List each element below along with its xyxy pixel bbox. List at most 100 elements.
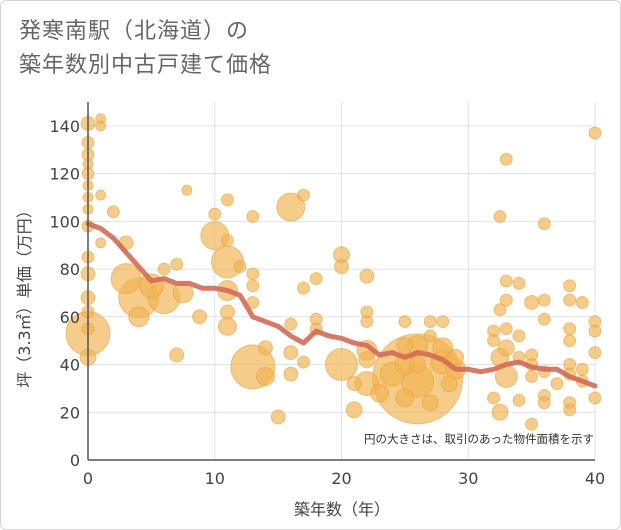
data-bubble [110,263,142,295]
data-bubble [255,366,275,386]
data-bubble [181,184,193,196]
data-bubble [95,189,107,201]
data-bubble [423,315,437,329]
data-bubble [398,315,412,329]
data-bubble [157,262,171,276]
y-tick-label: 20 [60,403,80,422]
data-bubble [447,348,465,366]
data-bubble [396,336,414,354]
x-tick-label: 20 [331,469,351,488]
data-bubble [563,403,577,417]
data-bubble [246,279,260,293]
data-bubble [588,324,602,338]
data-bubble [360,315,374,329]
data-bubble [246,267,260,281]
data-bubble [346,376,362,392]
x-tick-label: 30 [458,469,478,488]
data-bubble [370,383,390,403]
data-bubble [220,233,234,247]
data-bubble [537,312,551,326]
data-bubble [563,334,577,348]
data-bubble [491,403,509,421]
data-bubble [220,193,234,207]
data-bubble [95,120,107,132]
data-bubble [499,152,513,166]
data-bubble [493,210,507,224]
data-bubble [487,334,501,348]
data-bubble [512,276,526,290]
y-tick-label: 120 [49,165,80,184]
data-bubble [563,322,577,336]
data-bubble [421,394,439,412]
x-tick-label: 0 [83,469,93,488]
data-bubble [493,303,507,317]
data-bubble [537,396,551,410]
data-bubble [588,346,602,360]
data-bubble [309,272,323,286]
data-bubble [296,281,310,295]
data-bubble [487,391,501,405]
data-bubble [575,295,589,309]
data-bubble [358,351,376,369]
data-bubble [283,345,299,361]
data-bubble [169,347,185,363]
x-tick-label: 10 [205,469,225,488]
data-bubble [246,210,260,224]
data-bubble [345,401,363,419]
trend-line [85,221,598,389]
chart-title-line-2: 築年数別中古戸建て価格 [19,53,273,78]
data-bubble [525,369,539,383]
data-bubble [283,366,299,382]
data-bubble [440,375,458,393]
y-tick-label: 140 [49,117,80,136]
data-bubble [296,188,310,202]
data-bubble [499,322,513,336]
data-bubble [537,217,551,231]
x-axis-title: 築年数（年） [294,500,390,519]
data-bubble [95,237,107,249]
data-bubble [499,274,513,288]
chart-title: 発寒南駅（北海道）の 築年数別中古戸建て価格 [19,15,272,83]
data-bubble [563,279,577,293]
data-bubble [436,315,450,329]
data-bubble [170,257,184,271]
data-bubble [257,340,273,356]
data-bubble [524,294,540,310]
data-bubble [499,293,513,307]
data-bubble [128,306,150,328]
y-tick-label: 60 [60,308,80,327]
bubble-size-note: 円の大きさは、取引のあった物件面積を示す [364,432,594,446]
data-bubble [512,329,526,343]
data-bubble [276,192,306,222]
data-bubble [217,316,237,336]
data-bubble [334,259,349,275]
y-tick-label: 0 [70,451,80,470]
x-tick-label: 40 [585,469,605,488]
data-bubble [409,356,427,374]
data-bubble [563,293,577,307]
data-bubble [550,377,564,391]
y-axis-title: 坪（3.3㎡）単価（万円） [15,202,34,387]
data-bubble [325,348,358,382]
data-bubble [359,268,375,284]
data-bubble [588,126,602,140]
y-tick-label: 80 [60,260,80,279]
y-tick-label: 100 [49,212,80,231]
data-bubble [497,339,515,357]
data-bubble [575,362,589,376]
axes [87,102,595,461]
data-bubble [512,393,526,407]
data-bubble [233,260,247,274]
data-bubble [284,317,298,331]
data-bubble [106,205,120,219]
data-bubble [192,309,208,325]
data-bubble [525,417,539,431]
data-bubble [537,293,551,307]
data-bubble [423,329,437,343]
tick-labels: 0 20 40 60 80 100 120 140 0 10 20 30 40 [49,117,605,488]
data-bubble [208,207,222,221]
data-bubble [219,304,235,320]
y-tick-label: 40 [60,356,80,375]
